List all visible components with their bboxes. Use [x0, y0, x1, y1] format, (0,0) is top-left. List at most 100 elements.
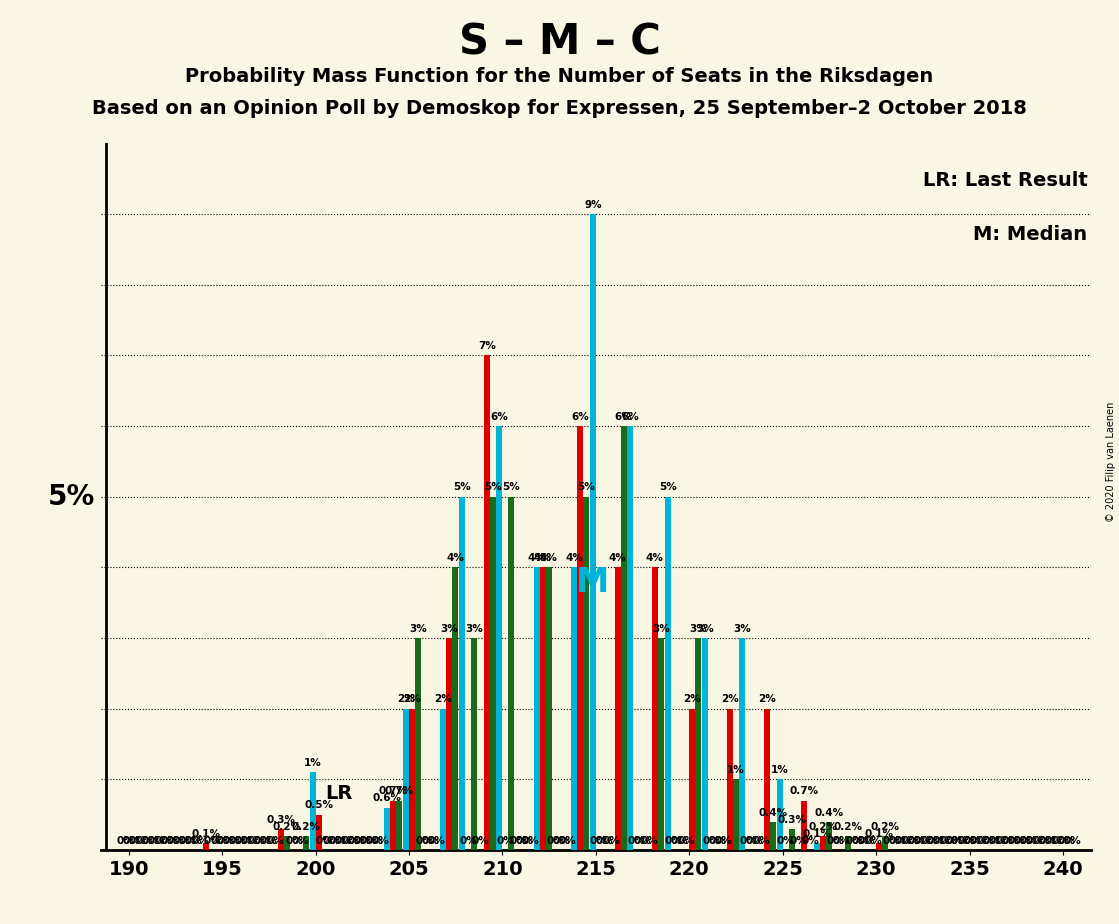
Bar — [391, 800, 396, 850]
Bar — [539, 567, 546, 850]
Text: 0%: 0% — [963, 836, 981, 845]
Text: 0%: 0% — [229, 836, 246, 845]
Text: 0%: 0% — [752, 836, 770, 845]
Text: 0%: 0% — [1051, 836, 1069, 845]
Text: 3%: 3% — [689, 624, 707, 634]
Bar — [303, 836, 309, 850]
Text: 3%: 3% — [441, 624, 459, 634]
Bar — [621, 426, 627, 850]
Text: 0.3%: 0.3% — [266, 815, 295, 824]
Bar — [279, 829, 284, 850]
Text: 0%: 0% — [715, 836, 733, 845]
Text: 4%: 4% — [565, 553, 583, 563]
Text: Based on an Opinion Poll by Demoskop for Expressen, 25 September–2 October 2018: Based on an Opinion Poll by Demoskop for… — [92, 99, 1027, 118]
Text: 0%: 0% — [179, 836, 197, 845]
Text: 0%: 0% — [547, 836, 564, 845]
Bar — [490, 497, 496, 850]
Text: 0%: 0% — [497, 836, 515, 845]
Text: 0.7%: 0.7% — [378, 786, 408, 796]
Text: 0%: 0% — [913, 836, 931, 845]
Text: 0%: 0% — [633, 836, 651, 845]
Text: 5%: 5% — [502, 482, 520, 492]
Bar — [614, 567, 621, 850]
Text: 0%: 0% — [939, 836, 957, 845]
Text: 0%: 0% — [366, 836, 384, 845]
Text: 0%: 0% — [908, 836, 925, 845]
Bar — [801, 800, 808, 850]
Bar — [534, 567, 539, 850]
Text: 0%: 0% — [790, 836, 807, 845]
Text: 0%: 0% — [895, 836, 913, 845]
Text: 0%: 0% — [141, 836, 159, 845]
Bar — [204, 843, 209, 850]
Text: 0.1%: 0.1% — [802, 829, 831, 839]
Text: 0%: 0% — [260, 836, 278, 845]
Text: 0%: 0% — [920, 836, 938, 845]
Text: 6%: 6% — [572, 412, 589, 421]
Text: 0%: 0% — [1044, 836, 1062, 845]
Bar — [815, 843, 820, 850]
Text: 0%: 0% — [223, 836, 239, 845]
Text: 1%: 1% — [303, 758, 321, 768]
Text: 0%: 0% — [1019, 836, 1037, 845]
Bar — [826, 821, 833, 850]
Text: 0%: 0% — [191, 836, 209, 845]
Text: 3%: 3% — [696, 624, 714, 634]
Text: 0%: 0% — [977, 836, 994, 845]
Text: 0%: 0% — [341, 836, 359, 845]
Bar — [410, 709, 415, 850]
Text: M: Median: M: Median — [974, 225, 1088, 244]
Text: 0%: 0% — [316, 836, 333, 845]
Text: 4%: 4% — [646, 553, 664, 563]
Text: 5%: 5% — [659, 482, 677, 492]
Bar — [628, 426, 633, 850]
Text: 0.1%: 0.1% — [865, 829, 894, 839]
Text: 0%: 0% — [745, 836, 763, 845]
Text: 4%: 4% — [528, 553, 546, 563]
Bar — [789, 829, 794, 850]
Text: 4%: 4% — [446, 553, 464, 563]
Text: 0%: 0% — [1026, 836, 1044, 845]
Text: 0%: 0% — [628, 836, 645, 845]
Text: 0%: 0% — [827, 836, 845, 845]
Bar — [695, 638, 702, 850]
Text: 5%: 5% — [483, 482, 501, 492]
Text: 7%: 7% — [478, 341, 496, 351]
Text: 3%: 3% — [466, 624, 483, 634]
Text: 0%: 0% — [995, 836, 1013, 845]
Text: 0%: 0% — [328, 836, 346, 845]
Text: 0%: 0% — [459, 836, 477, 845]
Text: 0%: 0% — [254, 836, 272, 845]
Bar — [689, 709, 695, 850]
Bar — [310, 772, 316, 850]
Text: 0%: 0% — [266, 836, 284, 845]
Text: 0.4%: 0.4% — [759, 808, 788, 818]
Text: 0%: 0% — [864, 836, 882, 845]
Text: 0%: 0% — [416, 836, 433, 845]
Bar — [497, 426, 502, 850]
Bar — [665, 497, 670, 850]
Bar — [583, 497, 589, 850]
Bar — [546, 567, 552, 850]
Text: 0%: 0% — [129, 836, 147, 845]
Text: 0%: 0% — [777, 836, 794, 845]
Text: 0%: 0% — [160, 836, 178, 845]
Text: 0%: 0% — [185, 836, 203, 845]
Text: 0%: 0% — [247, 836, 265, 845]
Text: 0%: 0% — [123, 836, 141, 845]
Text: 0%: 0% — [347, 836, 365, 845]
Text: 0%: 0% — [291, 836, 309, 845]
Bar — [876, 843, 882, 850]
Text: 0%: 0% — [846, 836, 864, 845]
Text: 2%: 2% — [397, 695, 415, 704]
Text: 0%: 0% — [1057, 836, 1075, 845]
Text: 0%: 0% — [335, 836, 352, 845]
Text: 0%: 0% — [801, 836, 819, 845]
Text: 2%: 2% — [684, 695, 702, 704]
Text: 0%: 0% — [422, 836, 440, 845]
Text: 1%: 1% — [771, 765, 789, 775]
Text: 0%: 0% — [902, 836, 920, 845]
Text: 0%: 0% — [640, 836, 658, 845]
Text: 0%: 0% — [354, 836, 370, 845]
Text: 0%: 0% — [857, 836, 875, 845]
